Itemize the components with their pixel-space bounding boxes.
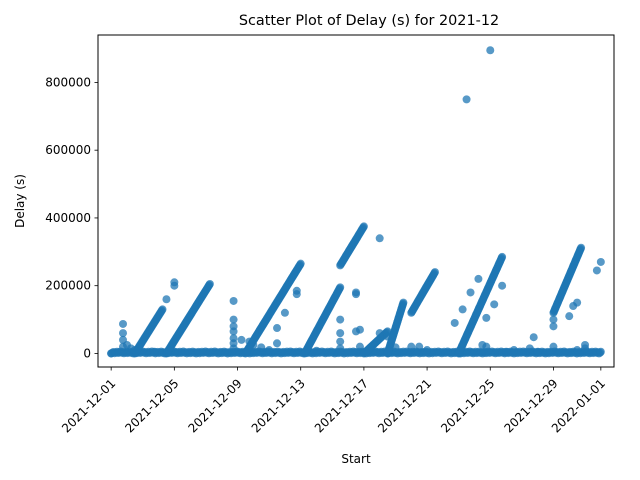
data-point (458, 305, 467, 314)
data-point (336, 329, 345, 338)
data-point (502, 347, 511, 356)
ramp-point (498, 252, 507, 261)
ramp-point (430, 268, 439, 277)
data-point (273, 324, 282, 333)
y-tick-label: 0 (83, 346, 91, 360)
y-tick-label: 400000 (45, 211, 91, 225)
data-point (498, 281, 507, 290)
data-point (533, 347, 542, 356)
y-axis-label: Delay (s) (13, 174, 27, 228)
ramp-point (336, 283, 345, 292)
data-point (119, 329, 128, 338)
data-point (573, 346, 582, 355)
chart-title: Scatter Plot of Delay (s) for 2021-12 (239, 13, 499, 29)
data-point (150, 347, 159, 356)
x-tick-label: 2021-12-09 (186, 376, 245, 435)
data-point (383, 332, 392, 341)
ramp-point (158, 305, 167, 314)
data-point (375, 234, 384, 243)
data-point (391, 343, 400, 352)
data-point (407, 342, 416, 351)
data-point (525, 344, 534, 353)
data-point (462, 95, 471, 104)
data-point (581, 344, 590, 353)
data-point (162, 295, 171, 304)
x-tick-label: 2021-12-05 (122, 376, 181, 435)
data-point (312, 346, 321, 355)
data-point (423, 346, 432, 355)
x-tick-label: 2021-12-21 (375, 376, 434, 435)
data-point (592, 266, 601, 275)
data-point (474, 274, 483, 283)
data-point (336, 344, 345, 353)
data-point (229, 296, 238, 305)
x-tick-label: 2021-12-17 (312, 376, 371, 435)
data-point (549, 342, 558, 351)
y-tick-label: 800000 (45, 75, 91, 89)
data-point (509, 346, 518, 355)
data-point (415, 342, 424, 351)
ramp-point (296, 259, 305, 268)
data-points (107, 46, 605, 358)
data-point (355, 325, 364, 334)
y-tick-label: 200000 (45, 279, 91, 293)
data-point (450, 318, 459, 327)
data-point (257, 343, 266, 352)
x-axis: 2021-12-01 2021-12-05 2021-12-09 2021-12-13… (59, 367, 608, 436)
data-point (280, 308, 289, 317)
ramp-point (359, 222, 368, 231)
data-point (529, 333, 538, 342)
data-point (466, 288, 475, 297)
data-point (170, 281, 179, 290)
data-point (565, 312, 574, 321)
data-point (229, 315, 238, 324)
data-point (596, 347, 605, 356)
y-axis: 0 200000 400000 600000 800000 (45, 75, 98, 360)
data-point (482, 342, 491, 351)
data-point (292, 290, 301, 299)
data-point (336, 315, 345, 324)
data-point (229, 327, 238, 336)
data-point (490, 300, 499, 309)
x-axis-label: Start (341, 452, 371, 466)
data-point (265, 346, 274, 355)
data-point (249, 340, 258, 349)
ramp-point (205, 280, 214, 288)
data-point (596, 257, 605, 266)
data-point (549, 322, 558, 331)
data-point (482, 313, 491, 322)
data-point (229, 344, 238, 353)
ramp-point (577, 243, 586, 252)
y-tick-label: 600000 (45, 143, 91, 157)
data-point (130, 346, 139, 355)
x-tick-label: 2021-12-25 (438, 376, 497, 435)
data-point (355, 342, 364, 351)
data-point (237, 335, 246, 344)
data-point (273, 339, 282, 348)
data-point (549, 315, 558, 324)
data-point (573, 298, 582, 307)
data-point (486, 46, 495, 55)
data-point (352, 290, 360, 299)
x-tick-label: 2021-12-13 (249, 376, 308, 435)
data-point (119, 319, 128, 328)
ramp-point (399, 298, 408, 307)
plot-frame (97, 34, 615, 368)
data-point (336, 337, 345, 346)
data-point (107, 349, 116, 358)
x-tick-label: 2021-12-01 (59, 376, 118, 435)
data-point (375, 329, 384, 338)
